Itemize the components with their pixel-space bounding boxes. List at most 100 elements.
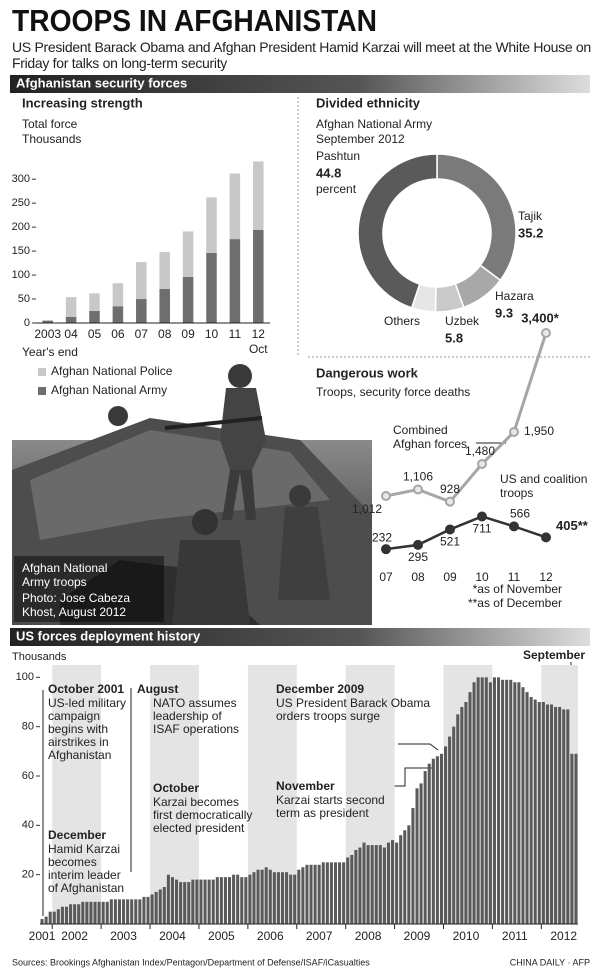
bar xyxy=(191,879,195,924)
x-tick-label: 2010 xyxy=(453,929,480,943)
x-tick-label: 2005 xyxy=(208,929,235,943)
bar xyxy=(545,704,549,924)
annotation-text: US President Barack Obama orders troops … xyxy=(276,696,431,723)
bar xyxy=(159,252,170,289)
bar xyxy=(521,687,525,924)
annotation-title: December xyxy=(48,828,107,842)
bar xyxy=(423,771,427,924)
x-tick-label: 06 xyxy=(111,327,125,341)
value-label: 928 xyxy=(440,482,460,496)
bar xyxy=(248,874,252,924)
section-title: Afghanistan security forces xyxy=(16,75,187,90)
x-tick-label: 07 xyxy=(379,570,393,584)
bar xyxy=(431,758,435,924)
bar xyxy=(101,901,105,924)
slice-value: 35.2 xyxy=(518,225,543,240)
annotation-text: US-led military campaign begins with air… xyxy=(48,696,127,762)
page-title: TROOPS IN AFGHANISTAN xyxy=(12,3,377,38)
bar xyxy=(206,253,217,323)
chart-subtitle: Afghan National Army xyxy=(316,117,432,131)
bar xyxy=(48,911,52,924)
y-tick-label: 40 xyxy=(22,819,34,831)
bar xyxy=(64,906,69,924)
x-tick-label: 07 xyxy=(135,327,149,341)
bar xyxy=(105,901,109,924)
bar xyxy=(549,704,554,924)
bar xyxy=(435,756,439,924)
bar xyxy=(529,697,533,924)
bar xyxy=(329,862,333,924)
bar xyxy=(113,899,117,924)
chart-subtitle: Troops, security force deaths xyxy=(316,385,470,399)
bar xyxy=(219,877,223,924)
x-tick-label: 2004 xyxy=(159,929,186,943)
bar xyxy=(480,677,484,924)
bar xyxy=(175,879,179,924)
bar xyxy=(166,874,170,924)
bar xyxy=(525,692,529,924)
annotation-title: August xyxy=(137,682,179,696)
bar xyxy=(138,899,142,924)
annotation-title: December 2009 xyxy=(276,682,365,696)
bar xyxy=(264,867,268,924)
subtitle: US President Barack Obama and Afghan Pre… xyxy=(12,39,591,71)
bar xyxy=(362,842,366,924)
section-bar xyxy=(10,75,590,93)
bar xyxy=(85,901,89,924)
x-tick-label: 2006 xyxy=(257,929,284,943)
bar xyxy=(223,877,227,924)
x-tick-label: 10 xyxy=(475,570,489,584)
year-band xyxy=(345,665,395,924)
bar xyxy=(492,677,496,924)
value-label: 1,950 xyxy=(524,424,554,438)
bar xyxy=(154,891,158,924)
bar xyxy=(513,682,517,924)
bar xyxy=(354,850,358,924)
x-tick-label: 2009 xyxy=(404,929,431,943)
point xyxy=(541,328,551,338)
bar xyxy=(366,845,370,924)
bar xyxy=(206,197,217,254)
bar xyxy=(289,874,293,924)
photo-caption: Afghan National Army troops xyxy=(22,561,108,589)
bar xyxy=(407,825,411,924)
y-tick-label: 200 xyxy=(12,221,30,233)
bar xyxy=(240,877,244,924)
bar xyxy=(244,877,248,924)
x-tick-label: 2008 xyxy=(355,929,382,943)
bar xyxy=(476,677,480,924)
bar xyxy=(89,311,100,323)
point xyxy=(381,490,391,501)
bar xyxy=(136,262,147,300)
value-label: 295 xyxy=(408,550,428,564)
bar xyxy=(142,896,146,924)
x-tick-label: 2001 xyxy=(29,929,56,943)
slice-label: Uzbek xyxy=(445,314,480,328)
bar xyxy=(211,879,215,924)
donut-slice xyxy=(357,153,438,309)
unit-label: percent xyxy=(316,182,357,196)
bar xyxy=(509,679,513,924)
point xyxy=(381,544,391,555)
bar xyxy=(419,783,423,924)
bar xyxy=(293,874,297,924)
bar xyxy=(415,788,419,924)
bar xyxy=(136,299,147,323)
annotation-title: November xyxy=(276,779,335,793)
bar xyxy=(207,879,211,924)
bar xyxy=(40,919,44,924)
value-label: 711 xyxy=(472,522,491,536)
bar xyxy=(65,316,77,323)
bar xyxy=(386,842,391,924)
bar xyxy=(541,702,545,924)
bar xyxy=(517,682,521,924)
bar xyxy=(260,869,264,924)
x-tick-label: 09 xyxy=(443,570,457,584)
bar xyxy=(350,854,354,924)
bar xyxy=(501,679,505,924)
bar xyxy=(333,862,338,924)
bar xyxy=(570,753,574,924)
point xyxy=(509,426,519,437)
bar xyxy=(253,229,264,323)
